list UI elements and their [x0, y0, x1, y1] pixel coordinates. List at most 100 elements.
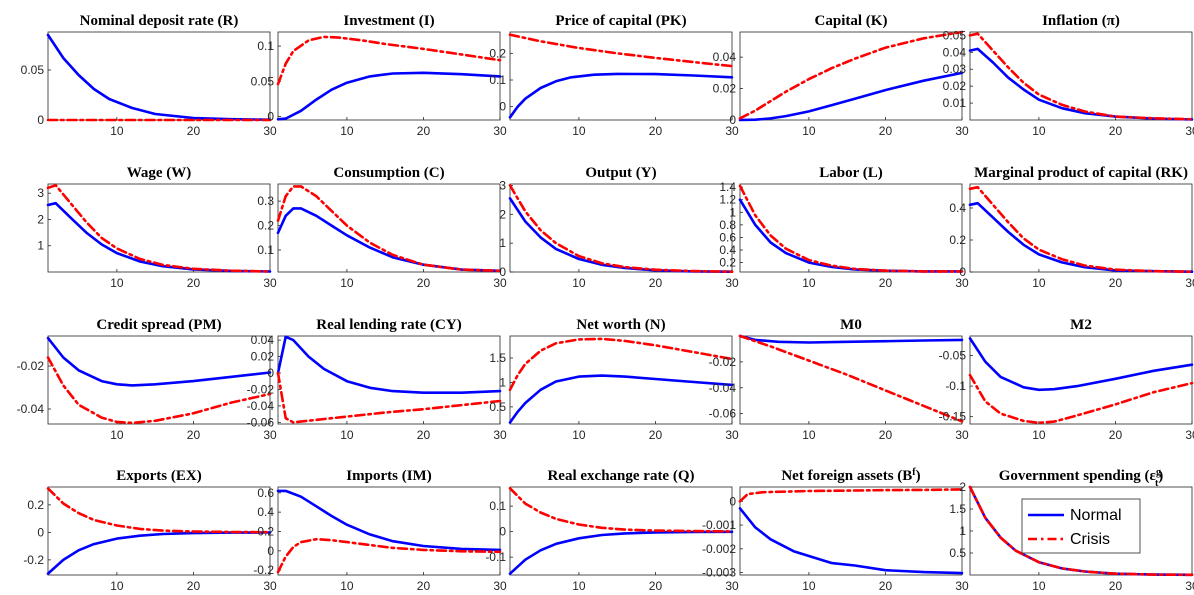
y-tick-label: 0.02	[251, 350, 275, 364]
x-tick-label: 30	[955, 428, 969, 442]
panel-real-exchange-rate-q: Real exchange rate (Q) 10 20 30 0.1 0 -0.1	[485, 468, 739, 593]
y-tick-label: 0	[37, 525, 44, 539]
series-line-crisis	[508, 337, 734, 392]
y-tick-label: 0.01	[943, 96, 967, 110]
panel-title: Imports (IM)	[346, 468, 431, 484]
y-tick-label: -0.04	[17, 402, 45, 416]
y-tick-label: 0	[499, 525, 506, 539]
series-line-crisis	[276, 537, 502, 574]
x-tick-label: 30	[263, 276, 277, 290]
y-tick-label: 0	[267, 366, 274, 380]
x-tick-label: 10	[340, 124, 354, 138]
x-tick-label: 10	[1032, 579, 1046, 593]
y-tick-label: 0.05	[251, 74, 275, 88]
x-tick-label: 20	[649, 428, 663, 442]
y-tick-label: 0.2	[489, 46, 506, 60]
x-tick-label: 20	[187, 579, 201, 593]
x-tick-label: 20	[187, 124, 201, 138]
panel-title: Capital (K)	[815, 13, 888, 29]
x-tick-label: 10	[340, 579, 354, 593]
axes-box	[47, 335, 271, 425]
x-tick-label: 20	[187, 276, 201, 290]
y-tick-label: 0.1	[257, 243, 274, 257]
y-tick-label: -0.002	[702, 542, 736, 556]
y-tick-label: -0.06	[709, 407, 737, 421]
y-tick-label: -0.02	[709, 355, 737, 369]
series-line-crisis	[508, 486, 734, 533]
x-tick-label: 10	[110, 124, 124, 138]
x-tick-label: 20	[1109, 124, 1123, 138]
x-tick-label: 30	[1185, 428, 1194, 442]
series-line-normal	[508, 72, 734, 119]
y-tick-label: 0.04	[713, 50, 737, 64]
x-tick-label: 30	[955, 276, 969, 290]
series-line-normal	[276, 335, 502, 395]
series-line-normal	[738, 507, 964, 575]
panel-title: Real lending rate (CY)	[316, 317, 461, 333]
panel-title: Nominal deposit rate (R)	[80, 13, 239, 29]
x-tick-label: 30	[1185, 124, 1194, 138]
y-tick-label: 0.2	[257, 524, 274, 538]
y-tick-label: 0.5	[489, 400, 506, 414]
y-tick-label: 0.03	[943, 62, 967, 76]
y-tick-label: 0.1	[257, 39, 274, 53]
x-tick-label: 10	[1032, 276, 1046, 290]
panel-consumption-c: Consumption (C)10 20 300.10.20.3	[257, 165, 507, 290]
y-tick-label: 0.3	[257, 194, 274, 208]
axes-box	[509, 183, 733, 273]
y-tick-label: -0.001	[702, 518, 736, 532]
x-tick-label: 30	[493, 579, 507, 593]
y-tick-label: 0.04	[943, 45, 967, 59]
x-tick-label: 30	[955, 124, 969, 138]
axes-box	[47, 31, 271, 121]
series-line-crisis	[738, 30, 964, 120]
y-tick-label: 1	[959, 524, 966, 538]
y-tick-label: 0.1	[489, 499, 506, 513]
legend-label-crisis: Crisis	[1070, 531, 1110, 548]
panel-imports-im: Imports (IM) 10 20 30 0.6 0.4 0.2 0 -0.2	[253, 468, 507, 593]
x-tick-label: 10	[340, 276, 354, 290]
series-line-crisis	[46, 487, 272, 534]
x-tick-label: 10	[110, 579, 124, 593]
series-line-crisis	[46, 184, 272, 273]
x-tick-label: 20	[879, 124, 893, 138]
axes-box	[739, 335, 963, 425]
series-line-crisis	[968, 32, 1194, 121]
x-tick-label: 30	[725, 124, 739, 138]
series-line-normal	[46, 336, 272, 387]
y-tick-label: -0.04	[247, 399, 275, 413]
panel-real-lending-rate-cy: Real lending rate (CY) 10 20 30 0.04 0.02 0 -0.…	[247, 317, 507, 442]
panel-wage-w: Wage (W) 10 20 30 1 2 3	[37, 165, 277, 290]
x-tick-label: 20	[417, 124, 431, 138]
y-tick-label: 1	[729, 205, 736, 219]
x-tick-label: 20	[1109, 428, 1123, 442]
y-tick-label: 0	[729, 113, 736, 127]
y-tick-label: 3	[499, 178, 506, 192]
y-tick-label: -0.15	[939, 410, 967, 424]
y-tick-label: 0	[959, 265, 966, 279]
y-tick-label: 2	[37, 212, 44, 226]
y-tick-label: 0.04	[251, 333, 275, 347]
x-tick-label: 20	[879, 276, 893, 290]
x-tick-label: 20	[649, 276, 663, 290]
x-tick-label: 10	[572, 276, 586, 290]
y-tick-label: -0.04	[709, 381, 737, 395]
axes-box	[969, 335, 1193, 425]
panel-title: Net foreign assets (Bf)	[781, 467, 920, 485]
x-tick-label: 20	[879, 579, 893, 593]
y-tick-label: -0.06	[247, 415, 275, 429]
series-line-crisis	[46, 356, 272, 425]
panel-exports-ex: Exports (EX) 10 20 30 0.2 0 -0.2	[23, 468, 277, 593]
x-tick-label: 30	[725, 579, 739, 593]
legend: Normal Crisis	[1021, 498, 1141, 554]
panel-net-worth-n: Net worth (N) 10 20 30 0.5 1 1.5	[489, 317, 739, 442]
y-tick-label: 0.2	[27, 498, 44, 512]
y-tick-label: 2	[959, 480, 966, 494]
y-tick-label: -0.02	[17, 359, 45, 373]
x-tick-label: 10	[802, 276, 816, 290]
series-line-normal	[738, 334, 964, 344]
panel-title: Real exchange rate (Q)	[547, 468, 694, 484]
